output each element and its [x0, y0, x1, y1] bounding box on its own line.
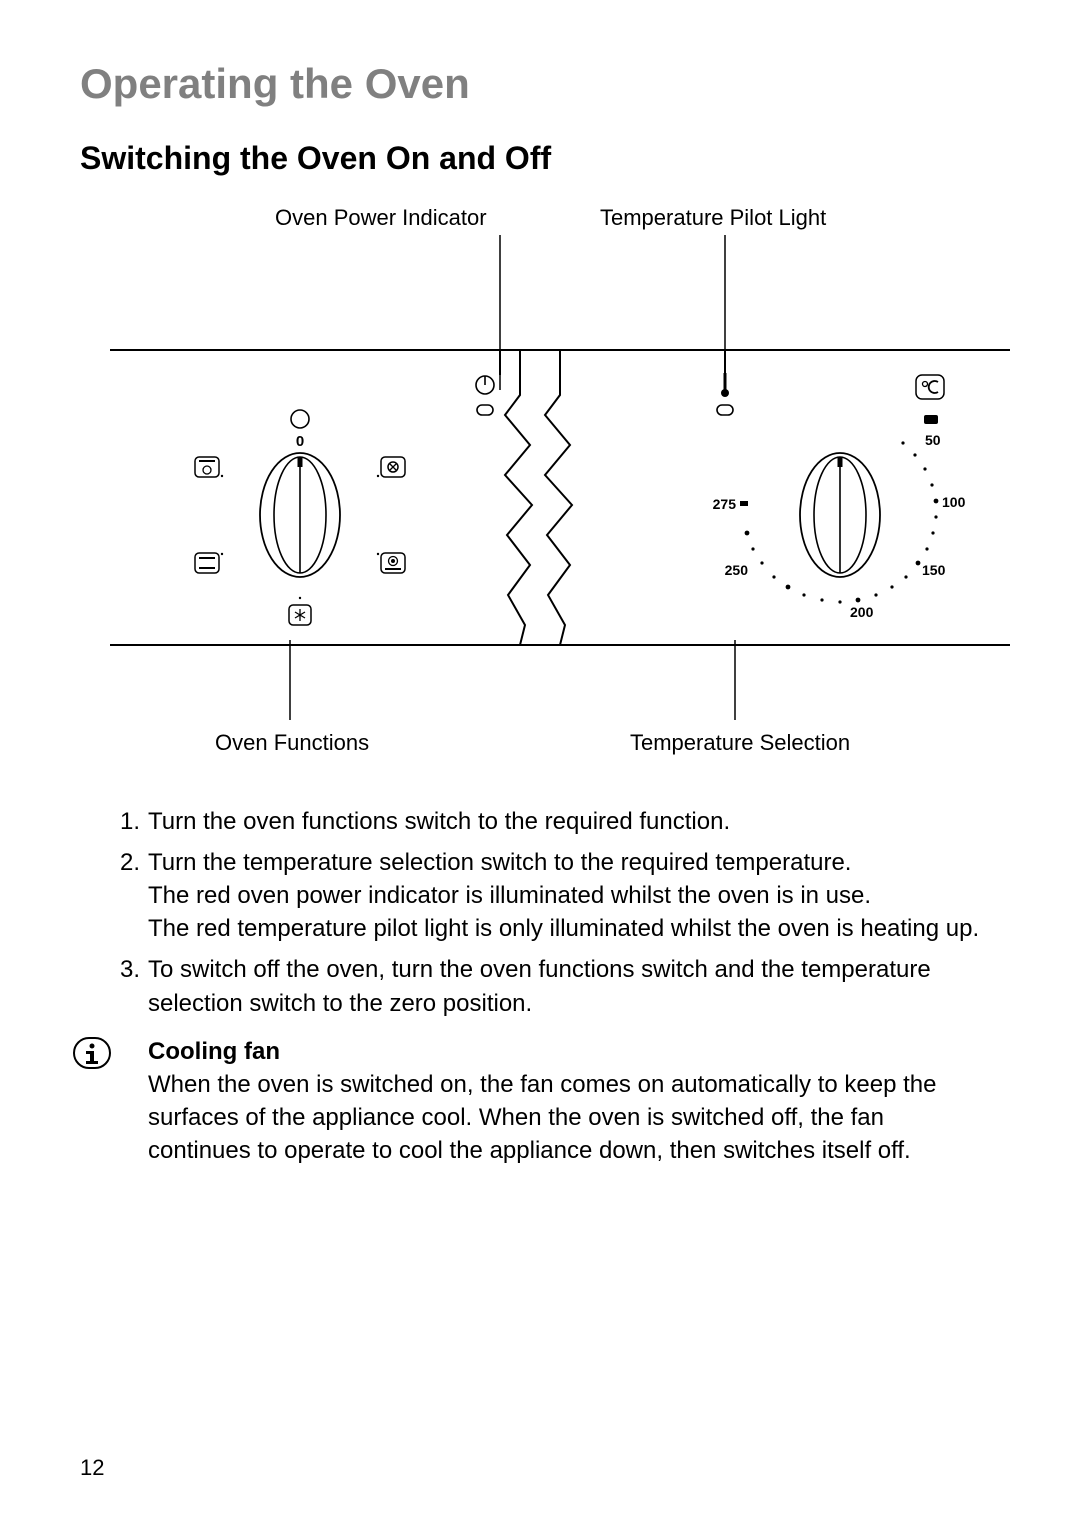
info-icon: [72, 1036, 112, 1070]
step-1: Turn the oven functions switch to the re…: [120, 805, 980, 838]
temp-50: 50: [925, 432, 941, 448]
callout-temperature-selection: Temperature Selection: [630, 730, 850, 756]
control-panel-diagram: Oven Power Indicator Temperature Pilot L…: [100, 205, 1020, 765]
step-2: Turn the temperature selection switch to…: [120, 846, 980, 945]
instruction-list: Turn the oven functions switch to the re…: [120, 805, 980, 1020]
temp-150: 150: [922, 562, 946, 578]
step-3: To switch off the oven, turn the oven fu…: [120, 953, 980, 1019]
section-heading: Switching the Oven On and Off: [80, 140, 1000, 177]
temp-275: 275: [713, 496, 737, 512]
panel-svg: 0: [100, 205, 1020, 765]
callout-power-indicator: Oven Power Indicator: [275, 205, 487, 231]
temp-100: 100: [942, 494, 966, 510]
temp-200: 200: [850, 604, 874, 620]
info-body: When the oven is switched on, the fan co…: [148, 1068, 980, 1167]
callout-pilot-light: Temperature Pilot Light: [600, 205, 826, 231]
knob-zero-label: 0: [296, 433, 304, 450]
page-number: 12: [80, 1455, 104, 1481]
info-title: Cooling fan: [148, 1038, 980, 1066]
info-note: Cooling fan When the oven is switched on…: [120, 1038, 980, 1167]
temp-250: 250: [725, 562, 749, 578]
page-title: Operating the Oven: [80, 60, 1000, 108]
callout-oven-functions: Oven Functions: [215, 730, 369, 756]
